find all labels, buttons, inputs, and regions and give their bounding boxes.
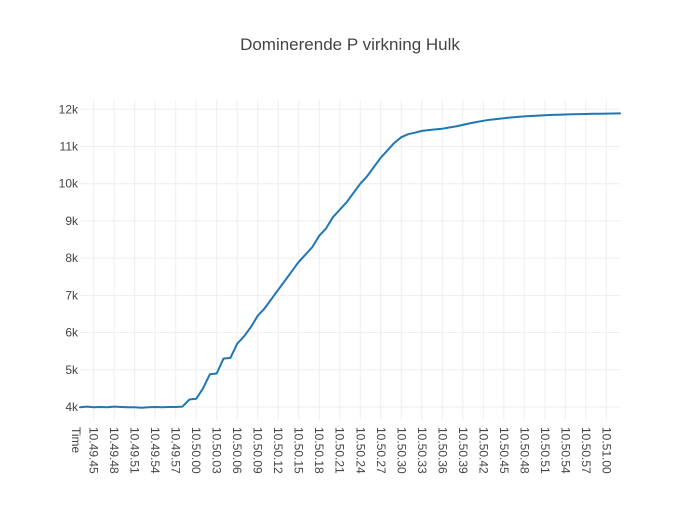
y-axis-ticks: 4k 5k 6k 7k 8k 9k 10k 11k 12k xyxy=(59,102,79,414)
x-tick-label: 10.50.33 xyxy=(415,427,429,474)
x-tick-label: 10.49.45 xyxy=(87,427,101,474)
y-tick-label: 4k xyxy=(65,400,79,414)
x-tick-label: 10.50.48 xyxy=(517,427,531,474)
x-tick-label: 10.50.51 xyxy=(538,427,552,474)
x-tick-label: 10.51.00 xyxy=(599,427,613,474)
series-layer xyxy=(79,112,621,409)
y-tick-label: 8k xyxy=(65,251,79,265)
chart-title: Dominerende P virkning Hulk xyxy=(240,35,460,54)
x-tick-label: 10.49.51 xyxy=(128,427,142,474)
x-tick-label: 10.50.42 xyxy=(476,427,490,474)
y-tick-label: 7k xyxy=(65,288,79,302)
x-tick-label: 10.50.15 xyxy=(292,427,306,474)
x-tick-label: 10.50.18 xyxy=(312,427,326,474)
y-tick-label: 6k xyxy=(65,326,79,340)
y-tick-label: 10k xyxy=(59,177,79,191)
x-tick-label: 10.50.30 xyxy=(394,427,408,474)
x-tick-label: 10.50.21 xyxy=(333,427,347,474)
x-tick-label: 10.50.45 xyxy=(497,427,511,474)
x-tick-label: 10.50.39 xyxy=(456,427,470,474)
x-tick-label: 10.50.09 xyxy=(251,427,265,474)
y-tick-label: 9k xyxy=(65,214,79,228)
series-line xyxy=(79,112,621,409)
x-tick-label: 10.50.03 xyxy=(210,427,224,474)
y-tick-label: 5k xyxy=(65,363,79,377)
grid-lines xyxy=(80,100,620,420)
x-tick-label: 10.50.12 xyxy=(271,427,285,474)
y-tick-label: 11k xyxy=(60,140,79,154)
x-axis-title: Time xyxy=(69,427,83,454)
y-tick-label: 12k xyxy=(59,102,79,116)
x-tick-label: 10.50.00 xyxy=(189,427,203,474)
x-tick-label: 10.50.36 xyxy=(435,427,449,474)
x-axis-ticks: 10.49.45 10.49.48 10.49.51 10.49.54 10.49.57… xyxy=(87,427,614,474)
x-tick-label: 10.49.57 xyxy=(169,427,183,474)
x-tick-label: 10.50.27 xyxy=(374,427,388,474)
x-tick-label: 10.50.06 xyxy=(230,427,244,474)
x-tick-label: 10.50.54 xyxy=(558,427,572,474)
x-tick-label: 10.49.54 xyxy=(148,427,162,474)
x-tick-label: 10.50.57 xyxy=(579,427,593,474)
x-tick-label: 10.49.48 xyxy=(107,427,121,474)
x-tick-label: 10.50.24 xyxy=(353,427,367,474)
